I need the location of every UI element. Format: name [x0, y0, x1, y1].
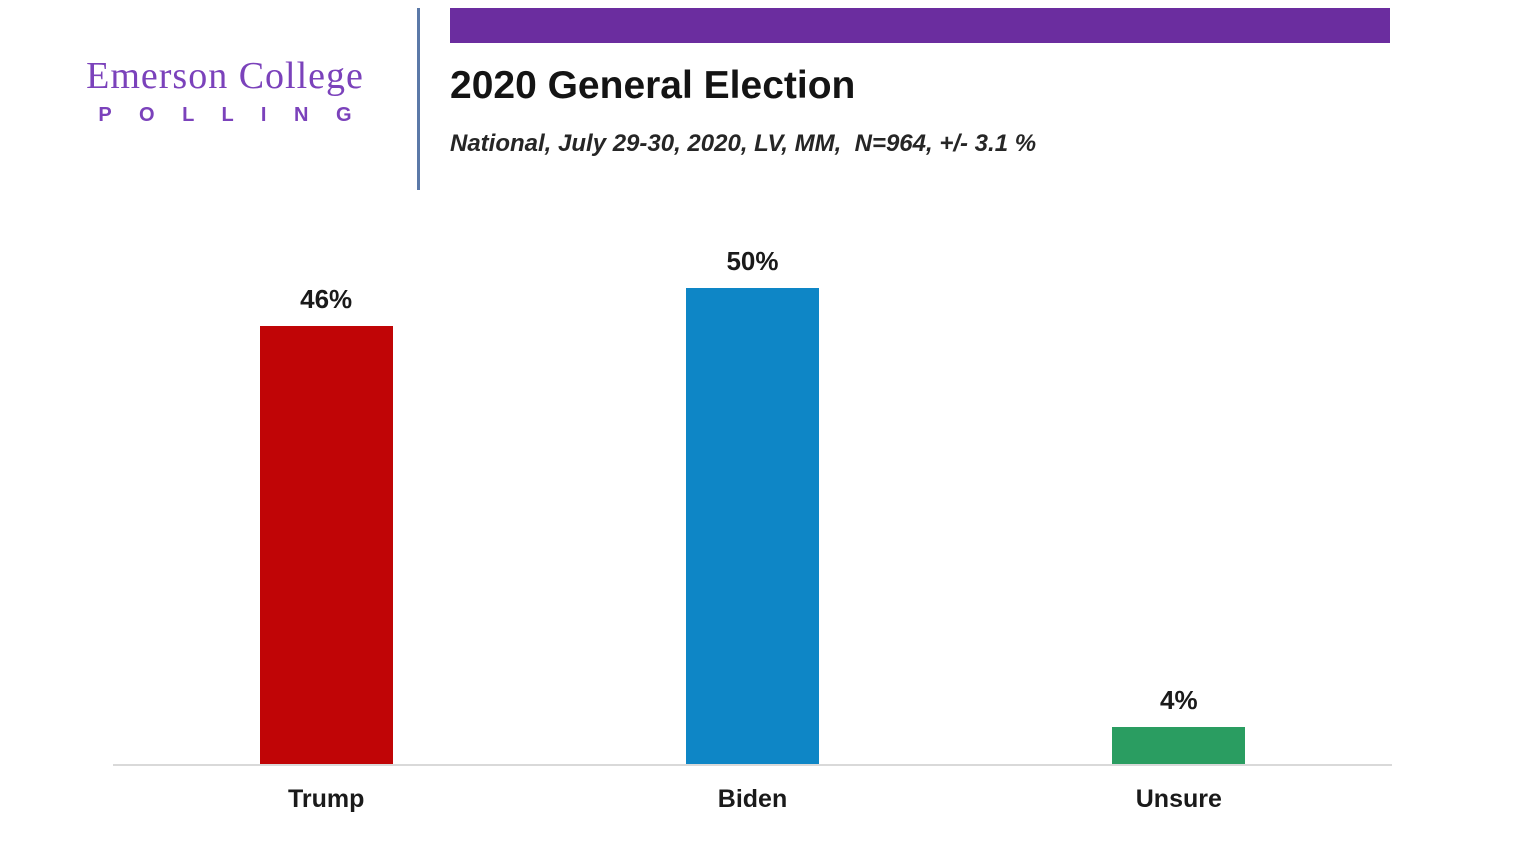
- x-axis-labels: Trump Biden Unsure: [113, 785, 1392, 814]
- brand-name: Emerson College: [86, 55, 364, 97]
- brand-subname: P O L L I N G: [98, 103, 363, 126]
- bar-group-unsure: 4%: [966, 200, 1392, 765]
- category-label-biden: Biden: [717, 785, 788, 813]
- data-label: 50%: [726, 246, 779, 276]
- page-subtitle: National, July 29-30, 2020, LV, MM, N=96…: [450, 130, 1037, 157]
- bar-trump: [259, 326, 393, 765]
- category-label-unsure: Unsure: [1135, 785, 1222, 813]
- brand-logo: Emerson College P O L L I N G: [58, 55, 392, 127]
- bar-unsure: [1112, 726, 1246, 765]
- vertical-divider: [417, 8, 420, 190]
- bar-group-trump: 46%: [113, 200, 539, 765]
- category-label-trump: Trump: [287, 785, 365, 813]
- bar-chart: 46% 50% 4%: [113, 200, 1392, 765]
- data-label: 4%: [1160, 684, 1198, 715]
- x-axis-line: [113, 764, 1392, 766]
- bar-group-biden: 50%: [539, 200, 965, 765]
- page-title: 2020 General Election: [450, 64, 856, 107]
- header-banner: [450, 8, 1390, 43]
- data-label: 46%: [300, 284, 353, 315]
- bar-biden: [685, 288, 819, 765]
